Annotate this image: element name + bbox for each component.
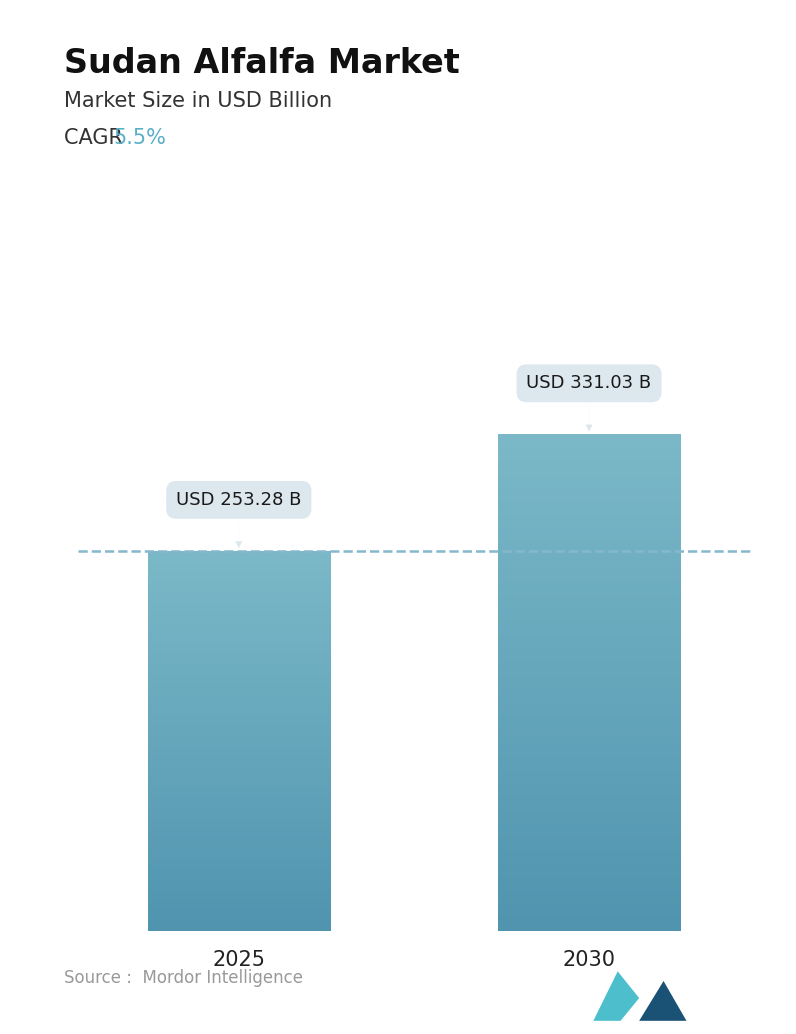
Polygon shape xyxy=(639,981,686,1021)
Text: Source :  Mordor Intelligence: Source : Mordor Intelligence xyxy=(64,970,302,987)
Text: Market Size in USD Billion: Market Size in USD Billion xyxy=(64,91,332,111)
Polygon shape xyxy=(593,971,639,1021)
Text: CAGR: CAGR xyxy=(64,128,129,148)
Text: USD 331.03 B: USD 331.03 B xyxy=(526,374,652,431)
Text: 5.5%: 5.5% xyxy=(113,128,166,148)
Text: Sudan Alfalfa Market: Sudan Alfalfa Market xyxy=(64,47,459,80)
Text: USD 253.28 B: USD 253.28 B xyxy=(176,491,302,548)
